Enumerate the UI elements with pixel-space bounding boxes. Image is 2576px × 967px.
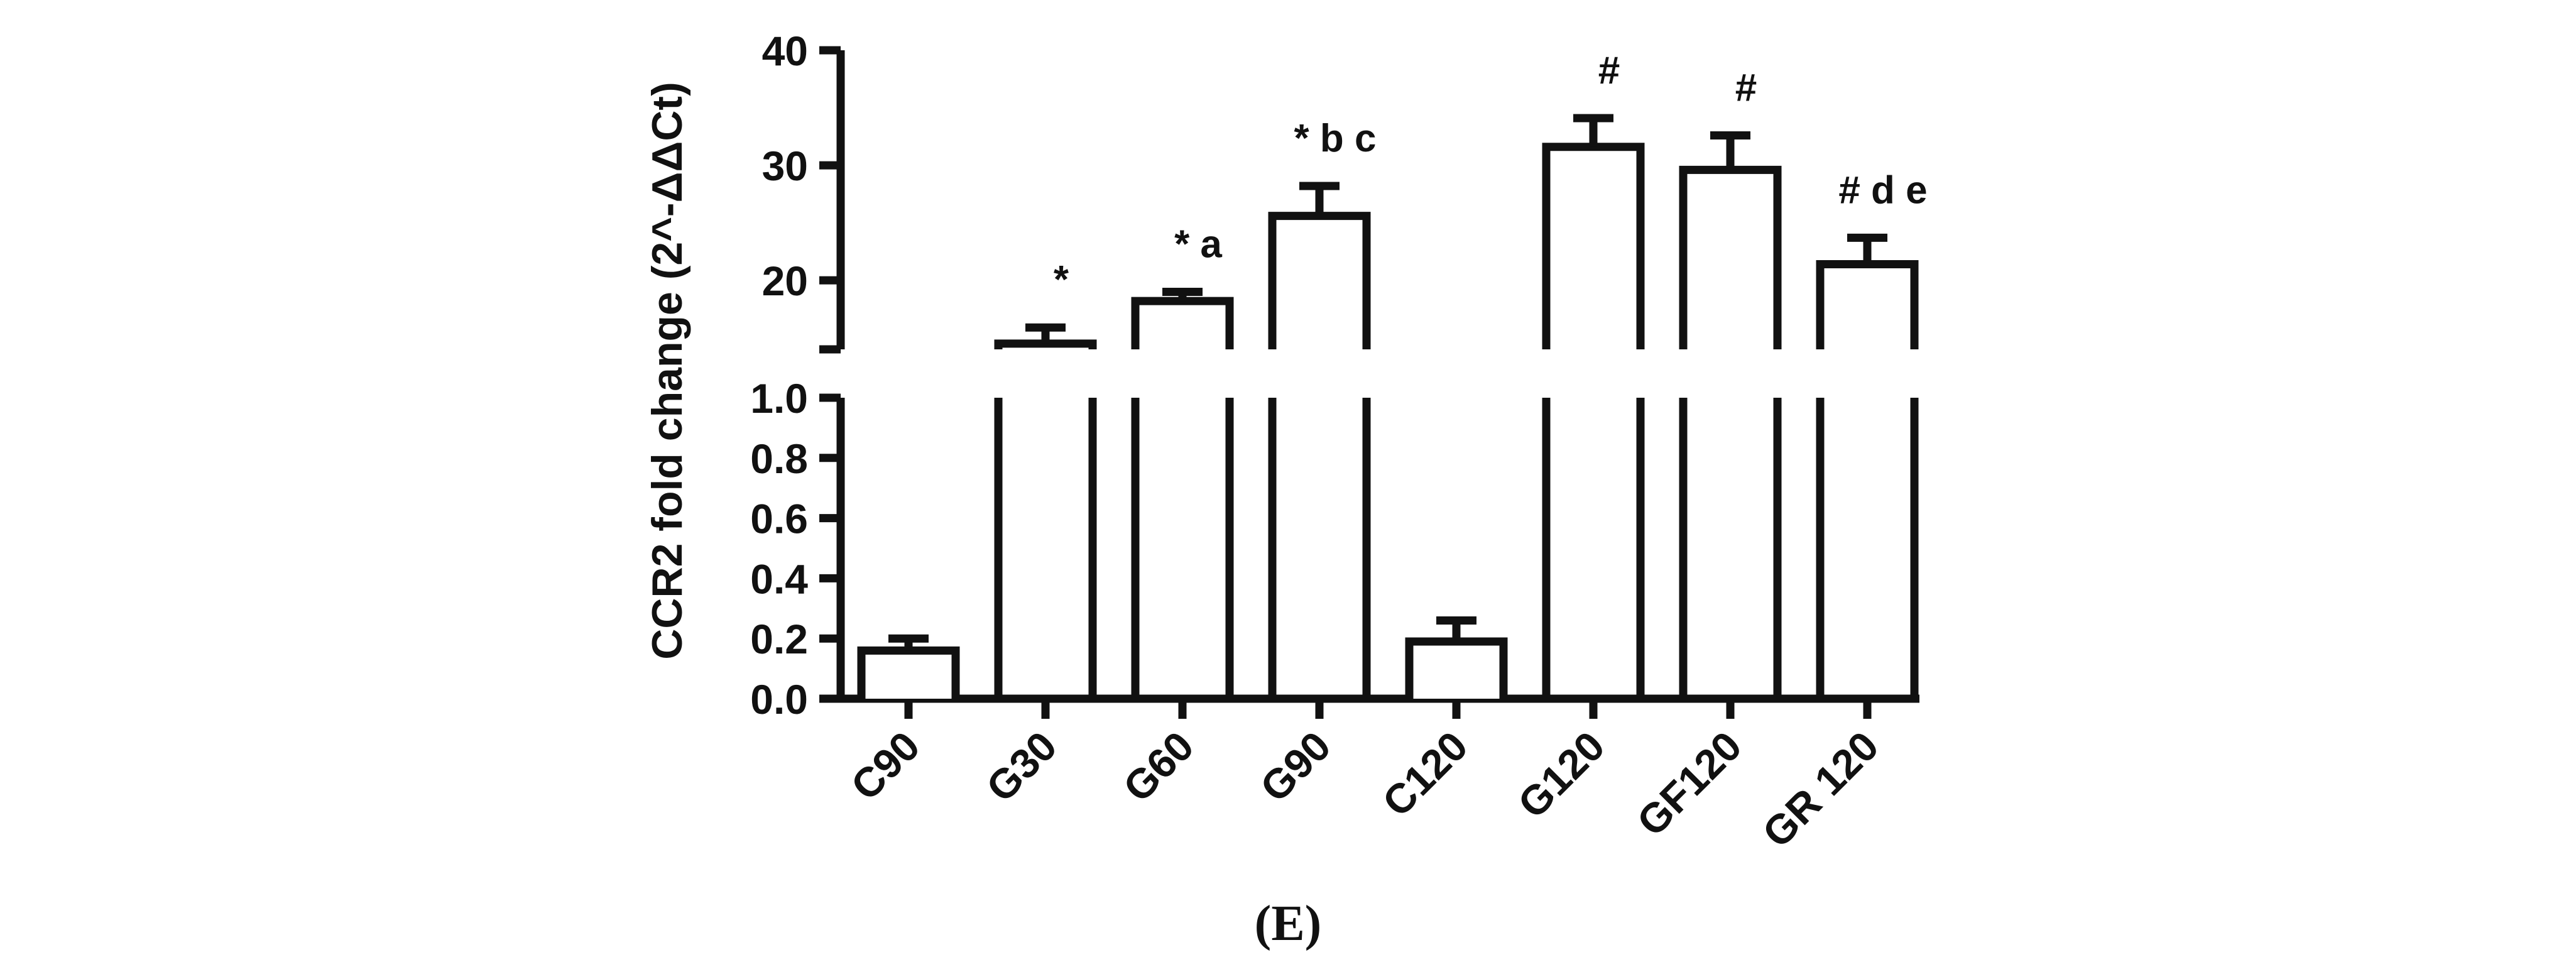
x-tick-label: GF120 <box>1628 723 1750 845</box>
significance-label: * b c <box>1294 117 1377 160</box>
axes <box>819 46 1919 719</box>
x-tick-label: G30 <box>977 723 1066 811</box>
y-tick-label: 40 <box>762 28 808 74</box>
x-tick-label: G60 <box>1114 723 1203 811</box>
y-axis-label: CCR2 fold change (2^-ΔΔCt) <box>643 82 691 659</box>
bar <box>1131 297 1234 349</box>
significance-label: # d e <box>1838 168 1927 212</box>
bars <box>857 114 1919 699</box>
y-tick-label: 30 <box>762 143 808 189</box>
significance-label: * <box>1054 258 1069 302</box>
y-tick-label: 0.2 <box>750 616 808 662</box>
x-tick-label: G120 <box>1509 723 1613 828</box>
significance-label: * a <box>1174 222 1222 266</box>
bar <box>1679 165 1782 349</box>
bar <box>994 339 1097 349</box>
x-tick-label: C90 <box>842 723 929 809</box>
y-tick-label: 0.4 <box>750 555 808 602</box>
y-tick-label: 20 <box>762 258 808 304</box>
panel-label: (E) <box>1254 896 1322 951</box>
bar <box>857 646 960 699</box>
y-tick-label: 0.8 <box>750 435 808 482</box>
x-tick-label: G90 <box>1251 723 1340 811</box>
significance-label: # <box>1598 49 1620 92</box>
y-tick-label: 0.0 <box>750 676 808 723</box>
significance-label: # <box>1735 66 1757 109</box>
significance-annotations: * * a * b c # # # d e <box>1054 49 1928 302</box>
x-tick-label: GR 120 <box>1754 723 1887 856</box>
bar <box>1816 260 1919 349</box>
bar <box>1405 637 1508 699</box>
y-tick-label: 0.6 <box>750 496 808 542</box>
bar <box>1268 212 1371 349</box>
bar <box>1542 143 1645 349</box>
y-tick-label: 1.0 <box>750 375 808 422</box>
x-tick-label: C120 <box>1373 723 1476 826</box>
